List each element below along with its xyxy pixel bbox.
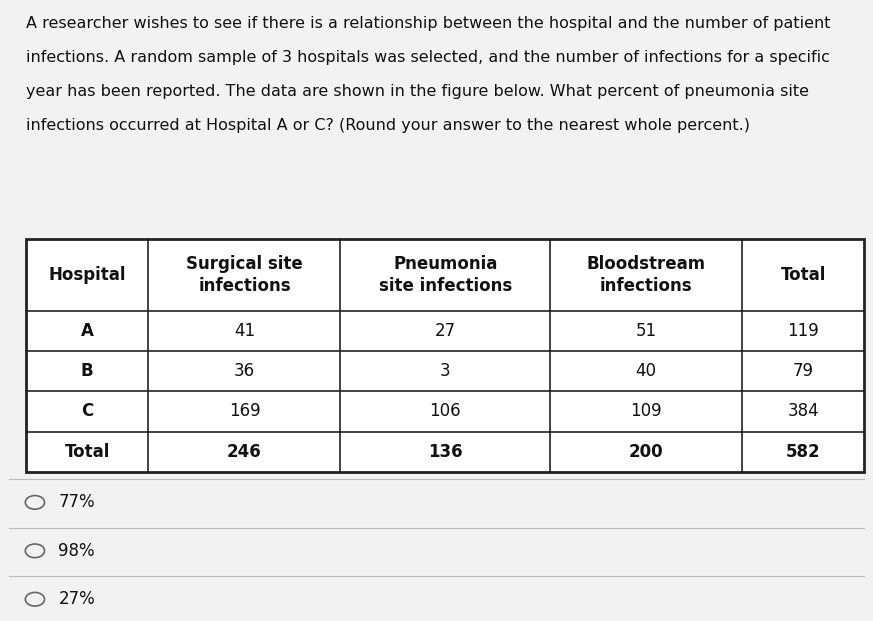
Circle shape — [25, 496, 45, 509]
Text: 109: 109 — [630, 402, 662, 420]
Text: 169: 169 — [229, 402, 260, 420]
Text: Surgical site
infections: Surgical site infections — [186, 255, 303, 295]
Text: 36: 36 — [234, 362, 255, 380]
Circle shape — [25, 592, 45, 606]
Text: 246: 246 — [227, 443, 262, 461]
Text: 77%: 77% — [58, 494, 95, 511]
Text: Hospital: Hospital — [49, 266, 126, 284]
Text: B: B — [81, 362, 93, 380]
Text: 27: 27 — [435, 322, 456, 340]
Text: 106: 106 — [430, 402, 461, 420]
Text: 200: 200 — [629, 443, 663, 461]
Text: 582: 582 — [786, 443, 821, 461]
Text: 79: 79 — [793, 362, 814, 380]
Text: infections occurred at Hospital A or C? (Round your answer to the nearest whole : infections occurred at Hospital A or C? … — [26, 118, 750, 133]
Text: Total: Total — [65, 443, 110, 461]
Circle shape — [25, 544, 45, 558]
Text: 136: 136 — [428, 443, 463, 461]
Text: 384: 384 — [787, 402, 819, 420]
Text: year has been reported. The data are shown in the figure below. What percent of : year has been reported. The data are sho… — [26, 84, 809, 99]
Text: C: C — [81, 402, 93, 420]
Text: 119: 119 — [787, 322, 819, 340]
Text: Bloodstream
infections: Bloodstream infections — [587, 255, 705, 295]
Text: 98%: 98% — [58, 542, 95, 560]
Text: A: A — [81, 322, 93, 340]
Text: Total: Total — [780, 266, 826, 284]
Text: infections. A random sample of 3 hospitals was selected, and the number of infec: infections. A random sample of 3 hospita… — [26, 50, 830, 65]
Text: Pneumonia
site infections: Pneumonia site infections — [379, 255, 512, 295]
Text: A researcher wishes to see if there is a relationship between the hospital and t: A researcher wishes to see if there is a… — [26, 16, 831, 30]
Text: 40: 40 — [636, 362, 656, 380]
Text: 27%: 27% — [58, 591, 95, 608]
Text: 51: 51 — [636, 322, 656, 340]
Text: 3: 3 — [440, 362, 450, 380]
Text: 41: 41 — [234, 322, 255, 340]
